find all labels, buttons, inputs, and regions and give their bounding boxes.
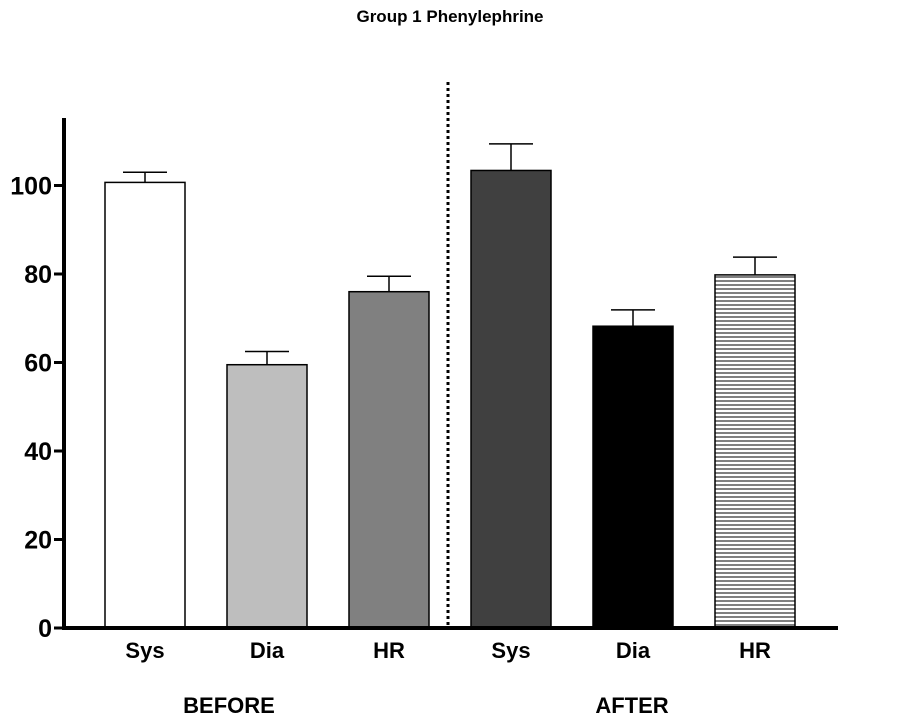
error-bar bbox=[367, 275, 411, 292]
error-bar bbox=[611, 309, 655, 327]
y-tick-label: 0 bbox=[38, 615, 52, 643]
error-bar bbox=[123, 171, 167, 183]
group-label-after: AFTER bbox=[595, 693, 668, 718]
bar-sys-before bbox=[104, 181, 186, 629]
bar-hr-after bbox=[714, 274, 796, 629]
x-tick-label: Dia bbox=[616, 638, 651, 663]
y-ticks: 0 20 40 60 80 100 bbox=[10, 173, 64, 643]
error-bar bbox=[245, 350, 289, 365]
y-tick-label: 40 bbox=[24, 438, 52, 466]
error-bar bbox=[733, 256, 777, 275]
y-tick-label: 100 bbox=[10, 173, 52, 201]
x-tick-label: Sys bbox=[125, 638, 164, 663]
y-tick-label: 20 bbox=[24, 527, 52, 555]
error-bar bbox=[489, 143, 533, 171]
x-tick-label: Dia bbox=[250, 638, 285, 663]
y-tick-label: 80 bbox=[24, 261, 52, 289]
y-tick-label: 60 bbox=[24, 350, 52, 378]
bars-layer bbox=[104, 143, 796, 629]
x-tick-label: HR bbox=[373, 638, 405, 663]
x-tick-label: HR bbox=[739, 638, 771, 663]
bar-sys-after bbox=[470, 169, 552, 629]
bar-dia-before bbox=[226, 363, 308, 629]
bar-hr-before bbox=[348, 290, 430, 629]
chart-title: Group 1 Phenylephrine bbox=[356, 7, 543, 26]
x-labels: Sys Dia HR Sys Dia HR bbox=[125, 638, 771, 663]
bar-dia-after bbox=[592, 325, 674, 629]
group-label-before: BEFORE bbox=[183, 693, 275, 718]
x-tick-label: Sys bbox=[491, 638, 530, 663]
